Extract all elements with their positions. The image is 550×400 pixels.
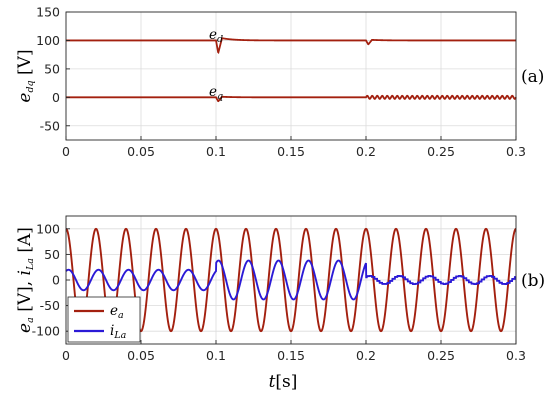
panel-a-series — [66, 37, 517, 103]
panel-a-ylabel: edq [V] — [15, 49, 36, 102]
panel-b-y-ticks: -100 -50 0 50 100 — [32, 221, 70, 339]
x-tick-label: 0.15 — [277, 348, 305, 363]
y-tick-label: 100 — [36, 33, 60, 48]
series-annotation: ed — [209, 27, 223, 45]
x-tick-label: 0.2 — [356, 348, 376, 363]
series-line-e-q — [66, 94, 517, 103]
series-line-e-a — [65, 227, 517, 333]
y-tick-label: 0 — [52, 273, 60, 288]
y-tick-label: 150 — [36, 5, 60, 20]
y-tick-label: -50 — [40, 118, 60, 133]
x-tick-label: 0 — [62, 348, 70, 363]
x-tick-label: 0.1 — [206, 348, 226, 363]
x-tick-label: 0.25 — [427, 144, 455, 159]
x-tick-label: 0.15 — [277, 144, 305, 159]
panel-b-series — [65, 227, 517, 333]
y-tick-label: 100 — [36, 221, 60, 236]
panel-a-grid — [65, 11, 517, 140]
y-tick-label: 0 — [52, 90, 60, 105]
y-tick-label: -50 — [40, 298, 60, 313]
panel-b-xlabel: t[s] — [269, 372, 298, 392]
panel-a-tag: (a) — [521, 67, 544, 87]
x-tick-label: 0.3 — [506, 144, 526, 159]
panel-b-tag: (b) — [521, 271, 545, 291]
panel-b-x-ticks: 0 0.05 0.1 0.15 0.2 0.25 0.3 — [62, 340, 526, 363]
x-tick-label: 0.1 — [206, 144, 226, 159]
x-tick-label: 0.2 — [356, 144, 376, 159]
legend-label-ila: iLa — [110, 323, 127, 341]
panel-b-ylabel: ea [V], iLa [A] — [15, 227, 36, 333]
y-tick-label: 50 — [44, 61, 60, 76]
series-line-i-la — [65, 259, 516, 301]
x-tick-label: 0.25 — [427, 348, 455, 363]
x-tick-label: 0.3 — [506, 348, 526, 363]
y-tick-label: 50 — [44, 247, 60, 262]
series-annotation: eq — [209, 84, 223, 102]
x-tick-label: 0.05 — [127, 348, 155, 363]
panel-a-y-ticks: -50 0 50 100 150 — [36, 5, 70, 133]
legend-frame — [67, 296, 141, 343]
series-line-e-d — [66, 37, 516, 54]
panel-b-legend: ea iLa — [67, 296, 141, 343]
y-tick-label: -100 — [32, 324, 60, 339]
x-tick-label: 0 — [62, 144, 70, 159]
panel-b: 0 0.05 0.1 0.15 0.2 0.25 0.3 -100 -50 0 50 100 ea … — [15, 215, 545, 392]
panel-a-x-ticks: 0 0.05 0.1 0.15 0.2 0.25 0.3 — [62, 136, 526, 159]
x-tick-label: 0.05 — [127, 144, 155, 159]
legend-label-ea: ea — [110, 303, 124, 321]
panel-a-annotations: ed eq — [209, 27, 223, 102]
